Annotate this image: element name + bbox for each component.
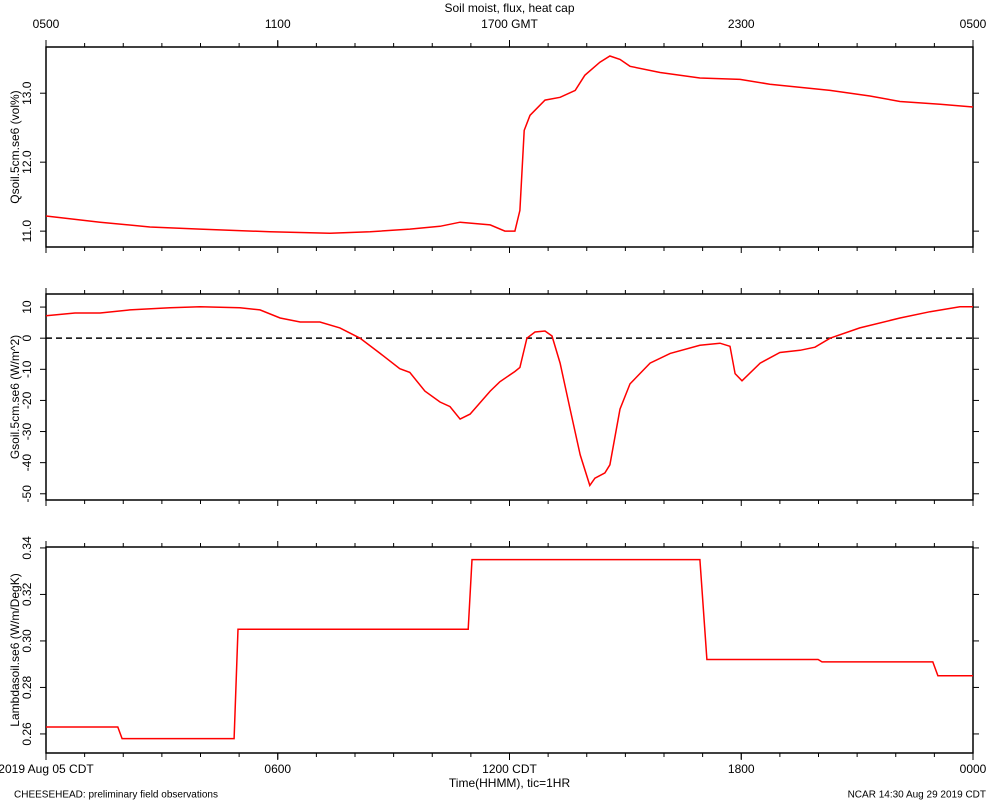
top-x-tick-label: 0500 bbox=[960, 17, 987, 31]
top-x-tick-label: 1700 GMT bbox=[481, 17, 538, 31]
top-x-tick-label: 2300 bbox=[728, 17, 755, 31]
panel-frame bbox=[45, 546, 974, 754]
chart-title: Soil moist, flux, heat cap bbox=[444, 1, 574, 15]
y-tick-label: -10 bbox=[20, 360, 34, 378]
footer-right: NCAR 14:30 Aug 29 2019 CDT bbox=[848, 790, 986, 800]
y-tick-label: -40 bbox=[20, 454, 34, 472]
y-tick-label: 0.32 bbox=[20, 582, 34, 606]
y-axis-title: Gsoil.5cm.se6 (W/m^2) bbox=[8, 335, 22, 459]
data-line bbox=[45, 55, 974, 234]
data-line bbox=[45, 306, 973, 488]
y-tick-label: 10 bbox=[20, 300, 34, 314]
y-tick-label: 13.0 bbox=[20, 81, 34, 105]
top-x-tick-label: 1100 bbox=[265, 17, 291, 31]
x-axis-title: Time(HHMM), tic=1HR bbox=[449, 776, 571, 790]
y-axis-title: Lambdasoil.se6 (W/m/DegK) bbox=[8, 573, 22, 726]
x-tick-label: 0600 bbox=[264, 762, 291, 776]
y-tick-label: 11.0 bbox=[20, 220, 34, 243]
y-tick-label: 12.0 bbox=[20, 150, 34, 174]
footer-left: CHEESEHEAD: preliminary field observatio… bbox=[14, 790, 218, 800]
x-tick-label: 1200 CDT bbox=[482, 762, 537, 776]
top-x-tick-label: 0500 bbox=[33, 17, 60, 31]
y-axis-title: Qsoil.5cm.se6 (vol%) bbox=[8, 90, 22, 203]
y-tick-label: 0.30 bbox=[20, 629, 34, 653]
x-tick-label: 1800 bbox=[728, 762, 755, 776]
y-tick-label: -20 bbox=[20, 391, 34, 409]
panel-frame bbox=[45, 46, 974, 248]
y-tick-label: 0.28 bbox=[20, 675, 34, 699]
y-tick-label: -30 bbox=[20, 423, 34, 441]
x-tick-label: 0000 bbox=[960, 762, 987, 776]
y-tick-label: 0.26 bbox=[20, 722, 34, 746]
data-line bbox=[46, 558, 973, 740]
panel-frame bbox=[45, 293, 974, 501]
x-tick-label: 2019 Aug 05 CDT bbox=[0, 762, 94, 776]
y-tick-label: 0.34 bbox=[20, 536, 34, 560]
y-tick-label: -50 bbox=[20, 485, 34, 503]
y-tick-label: 0 bbox=[20, 335, 34, 342]
